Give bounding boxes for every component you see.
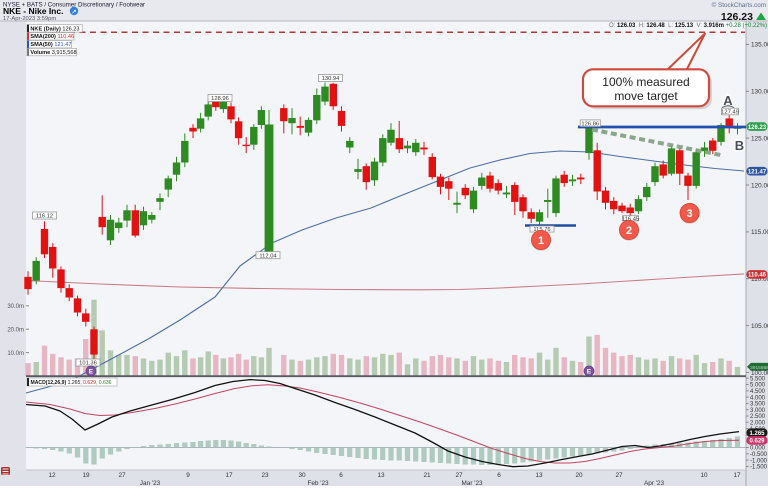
svg-text:27: 27: [118, 472, 126, 479]
svg-text:NYSE + BATS / Consumer Discret: NYSE + BATS / Consumer Discretionary / F…: [3, 2, 145, 9]
svg-text:0.000: 0.000: [750, 446, 766, 452]
svg-text:126.86: 126.86: [581, 121, 599, 127]
svg-text:1.265: 1.265: [749, 431, 765, 437]
svg-text:MACD(12,26,9) 1.265, 0.629, 0.: MACD(12,26,9) 1.265, 0.629, 0.636: [31, 380, 112, 386]
svg-text:30.0m: 30.0m: [7, 304, 24, 310]
svg-text:120.00: 120.00: [751, 182, 768, 189]
svg-text:100% measured: 100% measured: [602, 75, 689, 89]
svg-text:17-Apr-2023 3:59pm: 17-Apr-2023 3:59pm: [3, 16, 56, 22]
svg-text:126.23: 126.23: [748, 125, 767, 131]
svg-text:3.000: 3.000: [750, 408, 766, 414]
svg-text:© StockCharts.com: © StockCharts.com: [712, 1, 766, 9]
svg-text:-0.500: -0.500: [750, 452, 768, 458]
svg-text:12: 12: [48, 472, 56, 479]
svg-text:130.94: 130.94: [322, 76, 341, 82]
svg-text:3: 3: [687, 208, 693, 220]
svg-text:127.49: 127.49: [721, 110, 739, 116]
svg-text:13: 13: [535, 472, 543, 479]
svg-text:6: 6: [339, 472, 343, 479]
svg-text:3.500: 3.500: [750, 402, 766, 408]
svg-text:100.00: 100.00: [751, 370, 768, 377]
svg-text:9: 9: [186, 472, 190, 479]
svg-text:2: 2: [626, 225, 632, 237]
svg-text:121.47: 121.47: [748, 169, 767, 175]
svg-text:130.00: 130.00: [751, 89, 768, 96]
svg-text:-1.500: -1.500: [750, 465, 768, 471]
svg-text:5.000: 5.000: [750, 383, 766, 389]
svg-text:19: 19: [82, 472, 90, 479]
svg-text:128.96: 128.96: [211, 96, 229, 102]
svg-text:20: 20: [575, 472, 583, 479]
svg-text:Feb '23: Feb '23: [307, 480, 329, 486]
svg-text:110.46: 110.46: [748, 273, 767, 279]
svg-text:125.00: 125.00: [751, 135, 768, 142]
svg-text:112.04: 112.04: [259, 253, 277, 259]
svg-text:23: 23: [261, 472, 269, 479]
svg-text:A: A: [723, 93, 733, 108]
svg-text:21: 21: [423, 472, 431, 479]
svg-text:B: B: [735, 138, 744, 153]
svg-text:3915568: 3915568: [750, 365, 768, 371]
svg-text:17: 17: [225, 472, 233, 479]
svg-text:2.000: 2.000: [750, 421, 766, 427]
svg-text:Jan '23: Jan '23: [140, 480, 161, 486]
svg-text:27: 27: [455, 472, 463, 479]
svg-text:SMA(50) 121.47: SMA(50) 121.47: [30, 42, 71, 48]
svg-text:2.500: 2.500: [750, 414, 766, 420]
svg-text:116.45: 116.45: [622, 217, 639, 223]
svg-text:30: 30: [298, 472, 306, 479]
svg-text:6: 6: [497, 472, 501, 479]
svg-text:NKE - Nike Inc.: NKE - Nike Inc.: [3, 6, 63, 16]
svg-text:E: E: [587, 369, 592, 376]
svg-text:105.00: 105.00: [751, 323, 768, 330]
svg-text:13: 13: [377, 472, 385, 479]
svg-text:126.23: 126.23: [721, 11, 753, 23]
svg-text:SMA(200) 110.46: SMA(200) 110.46: [30, 34, 74, 40]
svg-text:115.00: 115.00: [751, 229, 768, 236]
svg-text:17: 17: [733, 472, 741, 479]
svg-text:move target: move target: [614, 89, 678, 103]
svg-text:20.0m: 20.0m: [7, 327, 24, 333]
svg-text:B: B: [735, 138, 744, 153]
svg-text:101.36: 101.36: [79, 361, 97, 367]
svg-text:O: 126.03 H: 126.48 L: 125.1: O: 126.03 H: 126.48 L: 125.13 V: 3.916m …: [609, 23, 767, 29]
svg-text:Volume 3,915,568: Volume 3,915,568: [30, 50, 76, 56]
svg-text:27: 27: [615, 472, 623, 479]
svg-text:110.00: 110.00: [751, 276, 768, 283]
svg-text:-1.000: -1.000: [750, 458, 768, 464]
svg-text:↗: ↗: [71, 9, 76, 15]
svg-text:4.500: 4.500: [750, 389, 766, 395]
svg-text:Mar '23: Mar '23: [461, 480, 483, 486]
svg-text:NKE (Daily) 126.23: NKE (Daily) 126.23: [30, 26, 79, 32]
svg-text:135.00: 135.00: [751, 42, 768, 49]
svg-text:0.629: 0.629: [749, 439, 765, 445]
svg-text:10: 10: [700, 472, 708, 479]
svg-text:1: 1: [538, 235, 544, 247]
svg-text:10.0m: 10.0m: [7, 351, 24, 357]
svg-text:4.000: 4.000: [750, 395, 766, 401]
svg-text:5.500: 5.500: [750, 376, 766, 382]
svg-text:A: A: [723, 93, 733, 108]
svg-text:E: E: [89, 369, 94, 376]
svg-text:Apr '23: Apr '23: [644, 480, 664, 486]
svg-text:116.12: 116.12: [36, 214, 53, 220]
